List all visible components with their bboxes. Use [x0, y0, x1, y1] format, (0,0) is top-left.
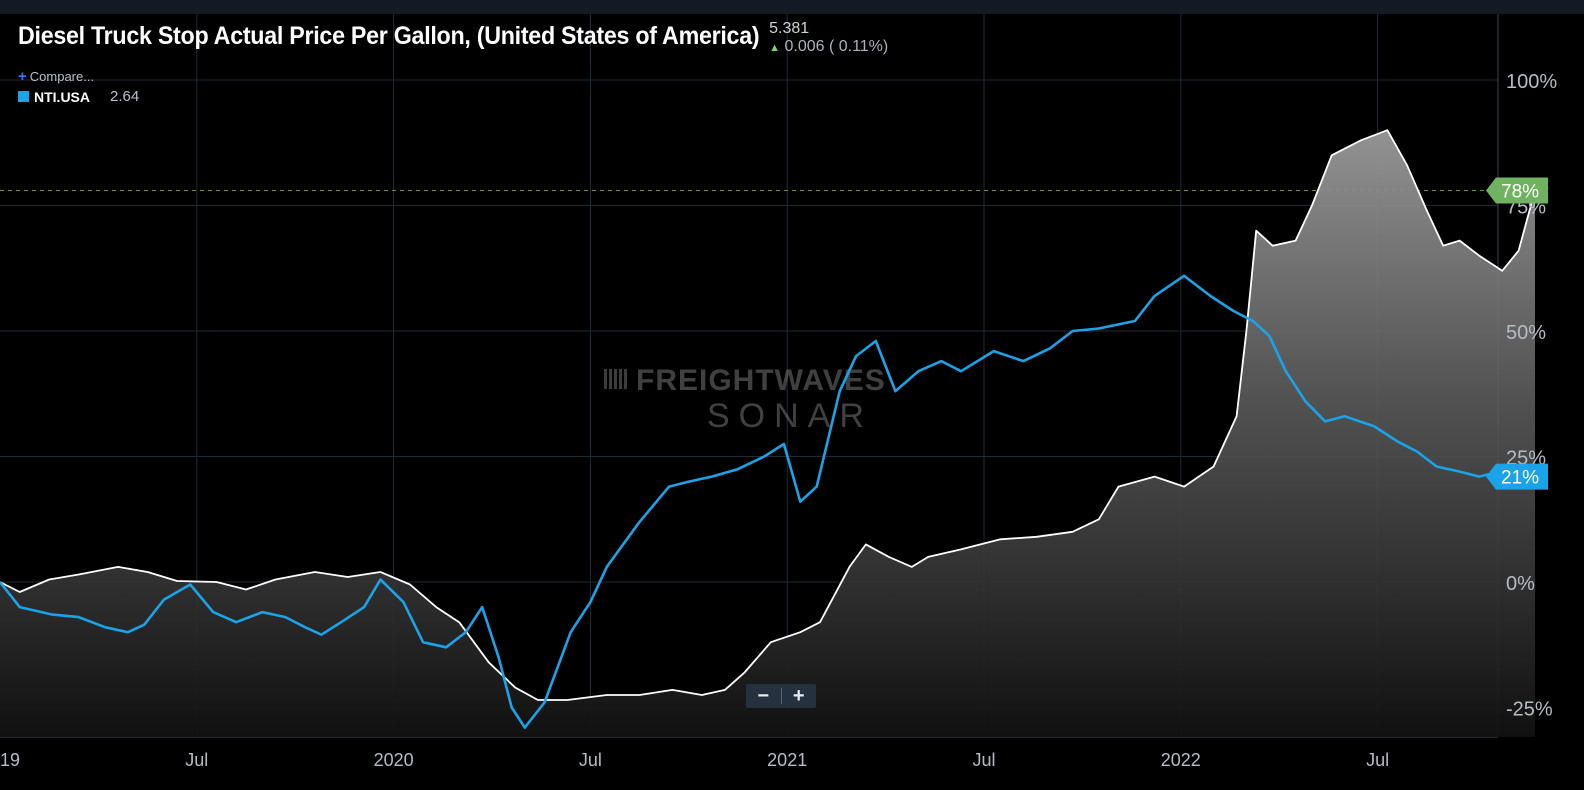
price-change: ▲ 0.006 ( 0.11%) [769, 38, 888, 57]
y-tick-label: 100% [1506, 71, 1557, 93]
y-tick-label: 0% [1506, 573, 1535, 595]
zoom-in-button[interactable]: + [792, 685, 805, 707]
top-bar [0, 0, 1584, 14]
series-area-diesel [0, 130, 1535, 737]
price-change-value: 0.006 ( 0.11%) [784, 38, 889, 55]
zoom-controls: − + [746, 684, 816, 708]
last-value-tag-diesel [1486, 177, 1548, 204]
legend-value: 2.64 [110, 88, 140, 105]
zoom-out-button[interactable]: − [757, 685, 770, 707]
x-tick-label: Jul [972, 750, 995, 770]
series-line-nti-usa[interactable] [0, 274, 1535, 729]
last-value-label: 21% [1501, 468, 1539, 489]
last-value-markers: 78% 21% [1486, 177, 1548, 490]
watermark-line1: FREIGHTWAVES [636, 364, 886, 397]
header: Diesel Truck Stop Actual Price Per Gallo… [18, 20, 888, 57]
price-box: 5.381 ▲ 0.006 ( 0.11%) [769, 20, 888, 57]
x-tick-label: Jul [579, 750, 602, 770]
series-layer [0, 129, 1536, 737]
y-tick-label: 50% [1506, 322, 1546, 344]
x-tick-label: Jul [185, 750, 208, 770]
legend-item-nti-usa[interactable]: NTI.USA 2.64 [18, 88, 139, 105]
current-price: 5.381 [769, 20, 810, 37]
x-tick-label: 2021 [767, 750, 807, 770]
page-title: Diesel Truck Stop Actual Price Per Gallo… [18, 22, 760, 50]
last-value-label: 78% [1501, 181, 1539, 202]
watermark: FREIGHTWAVES SONAR [604, 364, 886, 435]
x-tick-label: 2020 [374, 750, 414, 770]
last-value-tag-nti-usa [1486, 463, 1548, 490]
zoom-separator [780, 688, 782, 704]
x-tick-label: 2022 [1161, 750, 1201, 770]
compare-label: Compare... [29, 69, 95, 84]
watermark-logo-icon [604, 369, 627, 389]
up-arrow-icon: ▲ [769, 42, 781, 54]
y-tick-label: -25% [1506, 699, 1553, 721]
legend-swatch [18, 91, 29, 102]
x-tick-label: 19 [0, 750, 20, 770]
x-tick-label: Jul [1366, 750, 1389, 770]
plus-icon: + [18, 68, 27, 85]
legend-symbol: NTI.USA [34, 88, 90, 105]
compare-button[interactable]: + Compare... [18, 68, 94, 85]
series-line-diesel[interactable] [0, 129, 1536, 701]
watermark-line2: SONAR [707, 397, 873, 435]
